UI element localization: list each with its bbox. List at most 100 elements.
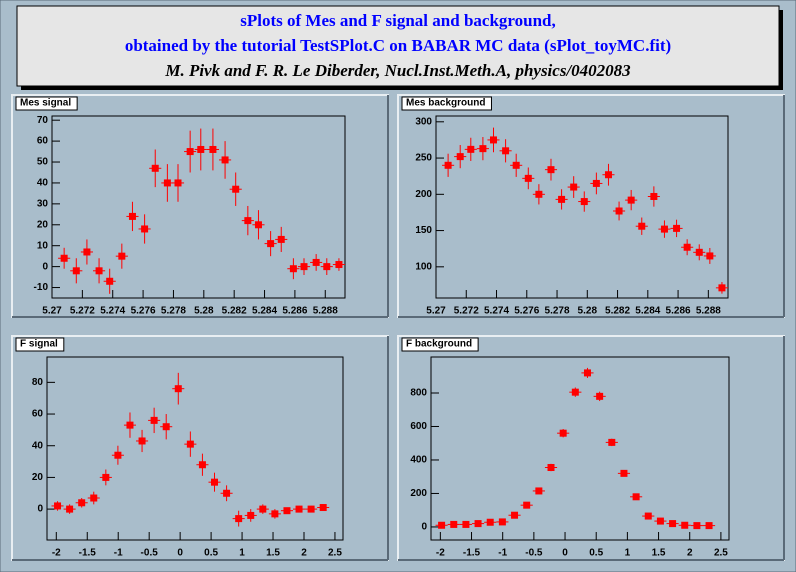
point xyxy=(307,505,315,513)
point xyxy=(570,183,578,191)
y-tick-label: 50 xyxy=(37,157,49,168)
y-tick-label: 100 xyxy=(415,261,432,272)
point xyxy=(323,263,331,271)
point xyxy=(300,263,308,271)
header-line: sPlots of Mes and F signal and backgroun… xyxy=(240,11,556,30)
point xyxy=(450,520,458,528)
y-tick-label: 30 xyxy=(37,199,49,210)
point xyxy=(558,195,566,203)
point xyxy=(523,501,531,509)
x-tick-label: 2 xyxy=(301,548,307,559)
point xyxy=(244,217,252,225)
x-tick-label: 5.286 xyxy=(666,306,691,317)
x-tick-label: 5.272 xyxy=(70,306,95,317)
point xyxy=(83,248,91,256)
point xyxy=(620,469,628,477)
point xyxy=(186,148,194,156)
pad-title: Mes background xyxy=(406,98,485,109)
x-tick-label: 5.284 xyxy=(635,306,660,317)
point xyxy=(163,179,171,187)
pad-title: F signal xyxy=(20,339,58,350)
point xyxy=(235,515,243,523)
frame xyxy=(430,356,730,541)
point xyxy=(277,235,285,243)
point xyxy=(66,505,74,513)
point xyxy=(656,517,664,525)
point xyxy=(486,518,494,526)
point xyxy=(706,252,714,260)
y-tick-label: 60 xyxy=(37,136,49,147)
point xyxy=(596,392,604,400)
x-tick-label: 5.274 xyxy=(484,306,509,317)
point xyxy=(456,153,464,161)
point xyxy=(223,489,231,497)
point xyxy=(438,521,446,529)
y-tick-label: 0 xyxy=(42,261,48,272)
point xyxy=(479,145,487,153)
point xyxy=(209,145,217,153)
point xyxy=(524,174,532,182)
y-tick-label: -10 xyxy=(34,282,49,293)
point xyxy=(283,507,291,515)
y-tick-label: 200 xyxy=(415,189,432,200)
x-tick-label: 5.27 xyxy=(42,306,62,317)
x-tick-label: 5.28 xyxy=(578,306,598,317)
header-line: M. Pivk and F. R. Le Diberder, Nucl.Inst… xyxy=(164,61,631,80)
point xyxy=(583,369,591,377)
point xyxy=(254,221,262,229)
point xyxy=(211,478,219,486)
x-tick-label: 0 xyxy=(177,548,183,559)
point xyxy=(571,388,579,396)
x-tick-label: -1.5 xyxy=(463,548,481,559)
y-tick-label: 80 xyxy=(32,377,44,388)
x-tick-label: 0.5 xyxy=(204,548,218,559)
x-tick-label: -0.5 xyxy=(525,548,543,559)
point xyxy=(467,145,475,153)
point xyxy=(138,437,146,445)
y-tick-label: 150 xyxy=(415,225,432,236)
y-tick-label: 10 xyxy=(37,240,49,251)
frame xyxy=(435,115,729,299)
point xyxy=(174,385,182,393)
header-line: obtained by the tutorial TestSPlot.C on … xyxy=(125,36,671,55)
x-tick-label: 5.288 xyxy=(313,306,338,317)
point xyxy=(693,522,701,530)
point xyxy=(78,499,86,507)
point xyxy=(247,511,255,519)
x-tick-label: 5.284 xyxy=(252,306,277,317)
x-tick-label: 5.276 xyxy=(514,306,539,317)
point xyxy=(197,145,205,153)
point xyxy=(632,493,640,501)
point xyxy=(174,179,182,187)
point xyxy=(511,511,519,519)
pad-title-box xyxy=(401,337,479,352)
point xyxy=(604,171,612,179)
point xyxy=(444,161,452,169)
point xyxy=(644,512,652,520)
x-tick-label: 5.282 xyxy=(605,306,630,317)
y-tick-label: 20 xyxy=(32,472,44,483)
point xyxy=(267,240,275,248)
x-tick-label: 2.5 xyxy=(328,548,342,559)
title-shadow xyxy=(21,86,783,90)
point xyxy=(54,502,62,510)
point xyxy=(90,494,98,502)
point xyxy=(608,438,616,446)
x-tick-label: -2 xyxy=(436,548,445,559)
point xyxy=(615,207,623,215)
x-tick-label: 5.276 xyxy=(131,306,156,317)
y-tick-label: 400 xyxy=(410,455,427,466)
point xyxy=(335,261,343,269)
x-tick-label: 5.27 xyxy=(426,306,446,317)
x-tick-label: 5.286 xyxy=(282,306,307,317)
y-tick-label: 250 xyxy=(415,153,432,164)
point xyxy=(186,440,194,448)
x-tick-label: 1 xyxy=(625,548,631,559)
x-tick-label: 1.5 xyxy=(266,548,280,559)
point xyxy=(512,161,520,169)
y-tick-label: 0 xyxy=(37,504,43,515)
point xyxy=(198,461,206,469)
y-tick-label: 800 xyxy=(410,388,427,399)
